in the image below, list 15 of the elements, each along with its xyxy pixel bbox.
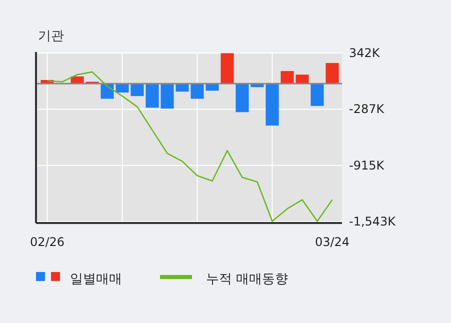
x-tick-label: 02/26 bbox=[30, 235, 65, 249]
chart-title: 기관 bbox=[38, 29, 64, 44]
y-tick-label: -287K bbox=[349, 102, 386, 116]
y-tick-label: -915K bbox=[349, 158, 386, 172]
line-series bbox=[46, 71, 333, 222]
bar bbox=[310, 84, 324, 106]
legend-item: 누적 매매동향 bbox=[160, 272, 288, 287]
x-tick-label: 03/24 bbox=[314, 235, 350, 249]
legend-item: 일별매매 bbox=[36, 272, 122, 287]
y-tick-label: 342K bbox=[349, 46, 381, 60]
legend-label: 누적 매매동향 bbox=[206, 272, 288, 287]
bar bbox=[326, 63, 339, 84]
bar bbox=[220, 53, 234, 84]
y-tick-label: -1,543K bbox=[349, 214, 397, 228]
legend-label: 일별매매 bbox=[70, 272, 122, 287]
